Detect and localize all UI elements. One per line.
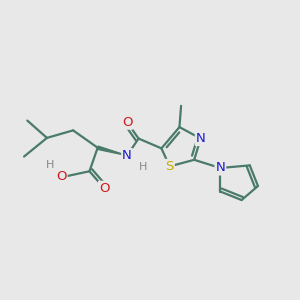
Text: O: O <box>122 116 132 129</box>
Text: O: O <box>99 182 110 195</box>
Text: N: N <box>122 149 132 162</box>
Text: N: N <box>215 161 225 175</box>
Text: H: H <box>139 162 147 172</box>
Text: S: S <box>165 160 174 173</box>
Text: O: O <box>56 170 67 183</box>
Polygon shape <box>97 146 127 156</box>
Text: H: H <box>46 160 54 170</box>
Text: N: N <box>196 132 206 145</box>
